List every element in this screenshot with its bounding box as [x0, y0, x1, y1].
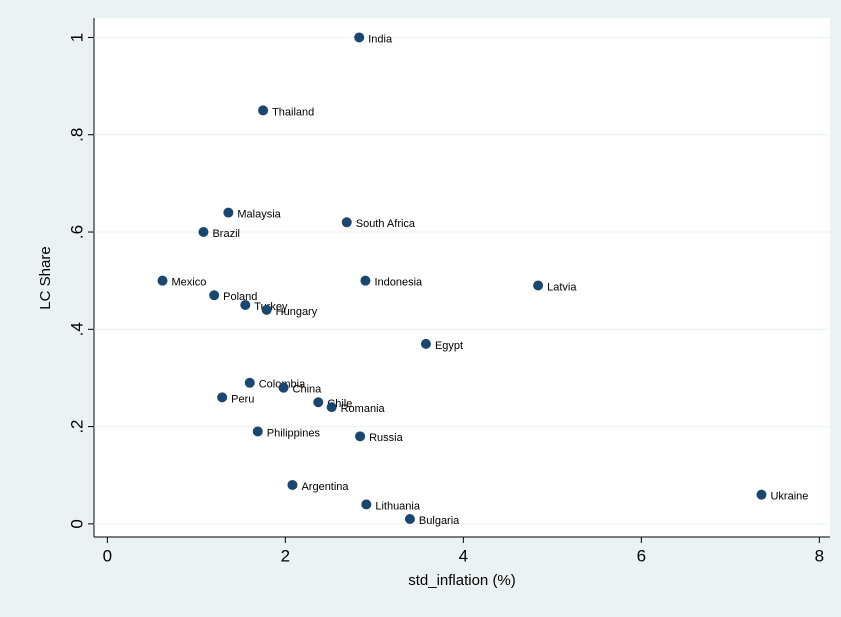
point [420, 338, 431, 349]
point [209, 290, 220, 301]
x-tick-label: 8 [815, 546, 824, 565]
point [258, 105, 269, 116]
x-tick-label: 6 [637, 546, 646, 565]
point-label: Peru [231, 393, 254, 405]
point [287, 479, 298, 490]
point-label: Philippines [267, 427, 321, 439]
point-label: South Africa [356, 218, 416, 230]
point-label: Bulgaria [419, 515, 460, 527]
point-label: India [368, 33, 393, 45]
point [341, 217, 352, 228]
point [326, 402, 337, 413]
point [404, 514, 415, 525]
point [360, 275, 371, 286]
point-label: China [293, 384, 323, 396]
point-label: Lithuania [375, 500, 421, 512]
point-label: Malaysia [237, 208, 281, 220]
y-tick-label: 0 [67, 519, 86, 528]
y-axis-title: LC Share [37, 246, 54, 309]
point [355, 431, 366, 442]
point-label: Romania [341, 403, 386, 415]
plot-area [94, 18, 830, 537]
point-label: Latvia [547, 281, 577, 293]
point [198, 227, 209, 238]
point-label: Argentina [301, 481, 349, 493]
point-label: Indonesia [374, 277, 423, 289]
point [157, 275, 168, 286]
point [278, 382, 289, 393]
point [313, 397, 324, 408]
y-tick-label: 1 [67, 33, 86, 42]
point [240, 299, 251, 310]
point-label: Thailand [272, 106, 314, 118]
point [252, 426, 263, 437]
point-label: Russia [369, 432, 404, 444]
point-label: Egypt [435, 340, 463, 352]
point-label: Brazil [212, 228, 240, 240]
y-tick-label: .4 [67, 322, 86, 336]
y-tick-label: .2 [67, 419, 86, 433]
x-tick-label: 4 [459, 546, 468, 565]
x-tick-label: 2 [281, 546, 290, 565]
point [354, 32, 365, 43]
y-tick-label: .6 [67, 225, 86, 239]
point [533, 280, 544, 291]
x-tick-label: 0 [103, 546, 112, 565]
point [217, 392, 228, 403]
y-tick-label: .8 [67, 128, 86, 142]
point [361, 499, 372, 510]
point-label: Poland [223, 291, 257, 303]
point [261, 304, 272, 315]
point-label: Ukraine [770, 491, 808, 503]
point [244, 377, 255, 388]
point [756, 489, 767, 500]
point-label: Mexico [172, 277, 207, 289]
x-axis-title: std_inflation (%) [408, 572, 516, 589]
point-label: Hungary [276, 306, 318, 318]
point [223, 207, 234, 218]
